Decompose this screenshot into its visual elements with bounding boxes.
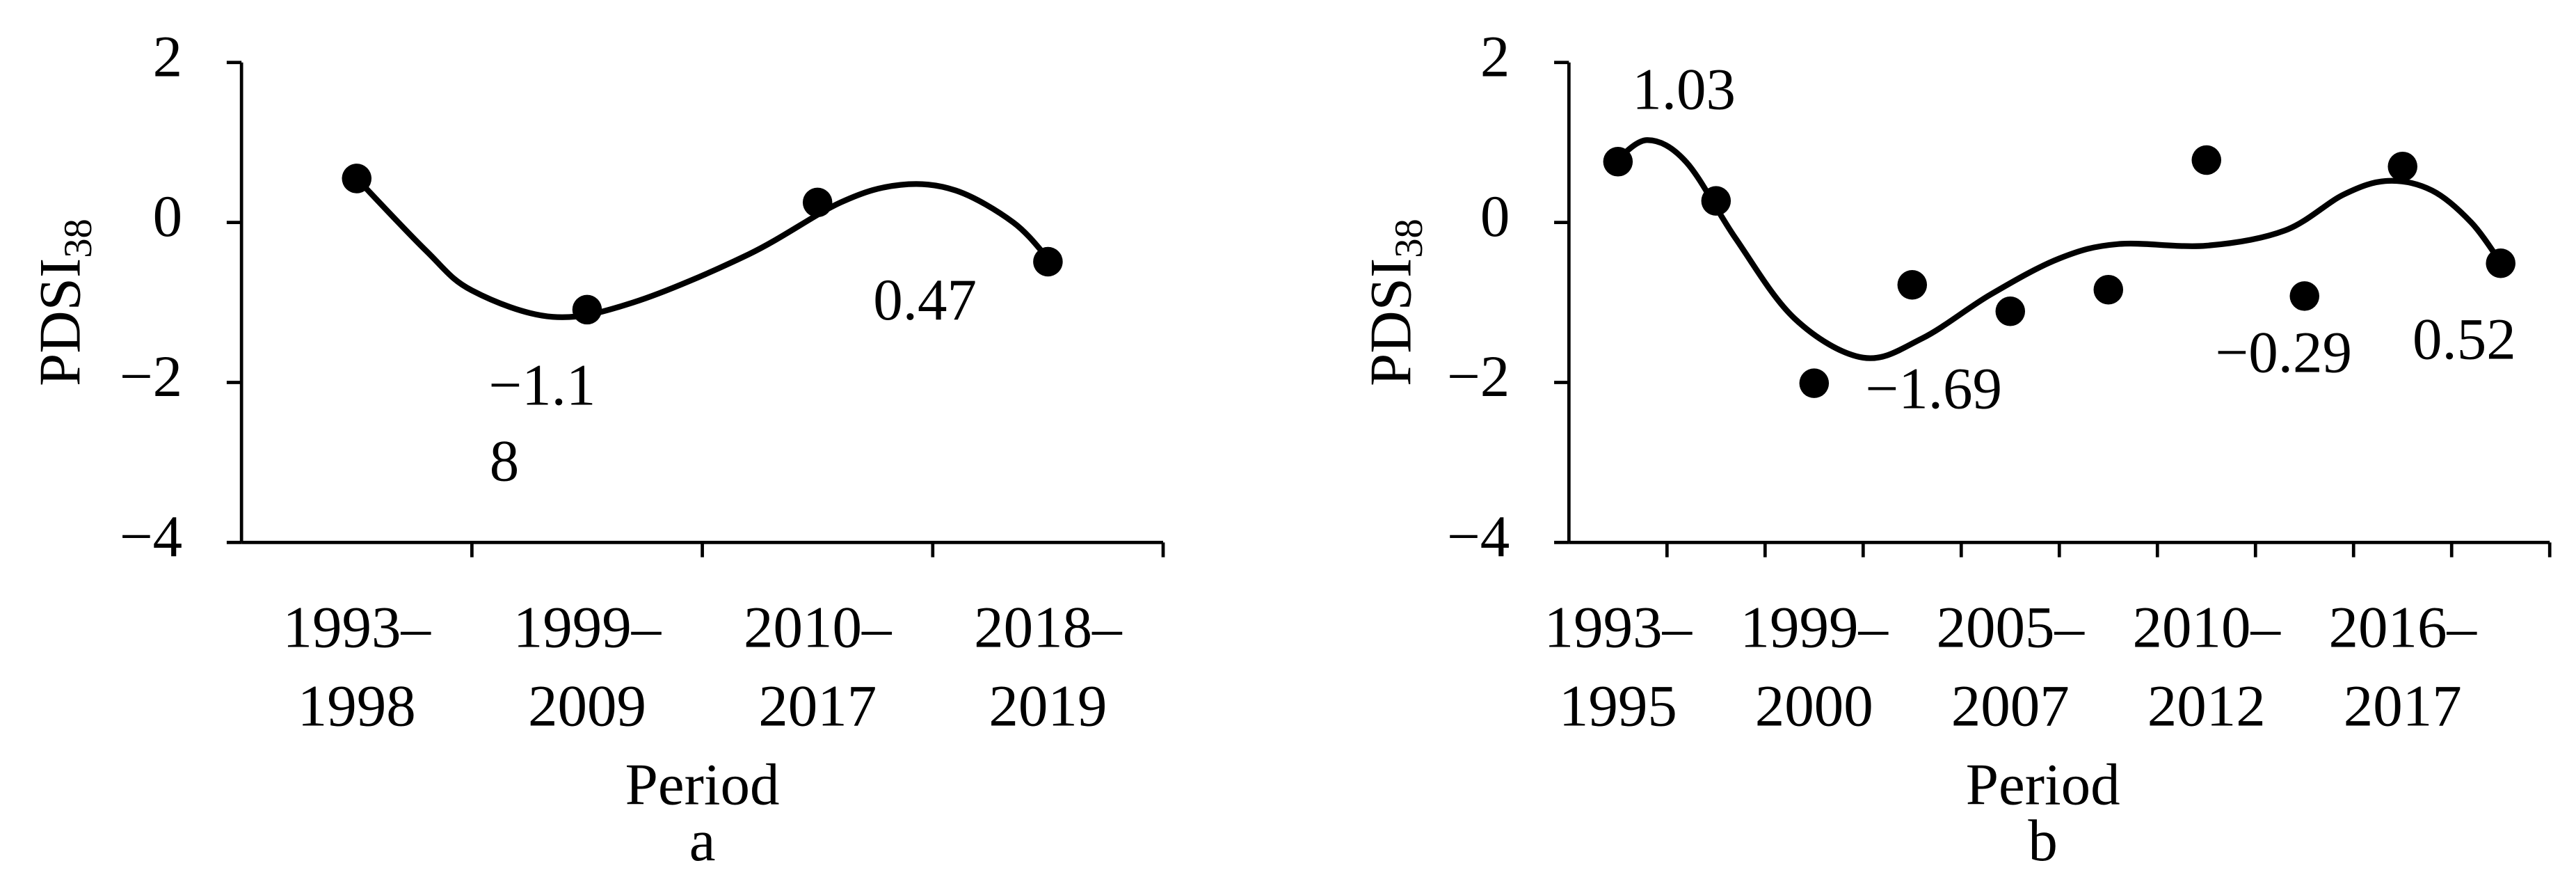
annotation: −1.1 — [488, 353, 595, 418]
data-point — [2191, 145, 2222, 175]
y-label-main: PDSI — [1358, 258, 1423, 386]
x-tick-label: 1999– 2009 — [513, 594, 662, 738]
data-point — [1603, 147, 1633, 177]
y-tick-label: −4 — [1447, 504, 1510, 569]
x-tick-label: 2016– 2017 — [2328, 594, 2477, 738]
annotation: −0.29 — [2215, 319, 2352, 385]
x-tick-label-line: 2017 — [2344, 673, 2462, 738]
annotation: −1.69 — [1865, 356, 2002, 421]
x-tick-label-line: 2017 — [758, 673, 877, 738]
data-point — [572, 294, 602, 325]
x-tick-label: 1999– 2000 — [1741, 594, 1889, 738]
y-label-main: PDSI — [27, 258, 93, 386]
x-tick-label-line: 1999– — [1741, 594, 1889, 660]
y-label-sub: 38 — [1388, 219, 1431, 258]
x-tick-label-line: 2012 — [2147, 673, 2266, 738]
x-tick-label-line: 1998 — [298, 673, 416, 738]
data-point — [2486, 248, 2515, 278]
data-point — [2093, 274, 2124, 305]
x-tick-label-line: 1999– — [513, 594, 662, 660]
y-axis-label: PDSI38 — [27, 219, 100, 386]
x-tick-label: 1993– 1995 — [1544, 594, 1693, 738]
trend-line — [1613, 137, 2504, 361]
y-tick-label: −4 — [120, 504, 182, 569]
panel-label: a — [689, 808, 716, 873]
data-point — [2289, 281, 2319, 311]
x-tick-label: 2010– 2012 — [2133, 594, 2282, 738]
x-tick-label-line: 2010– — [744, 594, 893, 660]
x-tick-label: 1993– 1998 — [283, 594, 432, 738]
y-label-sub: 38 — [57, 219, 100, 258]
data-point — [1701, 186, 1731, 216]
data-point — [2387, 151, 2417, 182]
data-point — [1897, 270, 1928, 300]
x-tick-label-line: 2007 — [1951, 673, 2070, 738]
y-tick-label: 0 — [1480, 184, 1510, 249]
x-tick-label: 2005– 2007 — [1937, 594, 2086, 738]
y-tick-label: 2 — [1480, 24, 1510, 89]
y-tick-label: −2 — [1447, 344, 1510, 409]
x-axis-label: Period — [1966, 752, 2120, 817]
x-tick-label-line: 1993– — [283, 594, 432, 660]
x-tick-label-line: 2005– — [1937, 594, 2086, 660]
x-tick-label-line: 2016– — [2328, 594, 2477, 660]
x-axis-label: Period — [625, 752, 780, 817]
panel-label: b — [2028, 808, 2058, 873]
data-point — [802, 187, 833, 218]
data-point — [1995, 296, 2026, 326]
y-tick-label: −2 — [120, 344, 182, 409]
x-tick-label: 2018– 2019 — [974, 594, 1123, 738]
trend-line — [354, 176, 1050, 320]
y-axis-label: PDSI38 — [1358, 219, 1431, 386]
x-tick-label: 2010– 2017 — [744, 594, 893, 738]
x-tick-label-line: 2000 — [1755, 673, 1873, 738]
annotation: 0.52 — [2413, 307, 2516, 372]
y-tick-label: 2 — [153, 24, 183, 89]
annotation: 0.47 — [873, 267, 977, 333]
x-tick-label-line: 2018– — [974, 594, 1123, 660]
annotation: 8 — [490, 428, 520, 493]
x-tick-label-line: 1995 — [1559, 673, 1677, 738]
data-point — [1033, 246, 1063, 277]
x-tick-label-line: 2009 — [528, 673, 646, 738]
y-tick-label: 0 — [153, 184, 183, 249]
data-point — [1799, 368, 1830, 398]
x-tick-label-line: 1993– — [1544, 594, 1693, 660]
x-tick-label-line: 2010– — [2133, 594, 2282, 660]
annotation: 1.03 — [1632, 57, 1736, 122]
x-tick-label-line: 2019 — [989, 673, 1107, 738]
data-point — [342, 164, 372, 193]
